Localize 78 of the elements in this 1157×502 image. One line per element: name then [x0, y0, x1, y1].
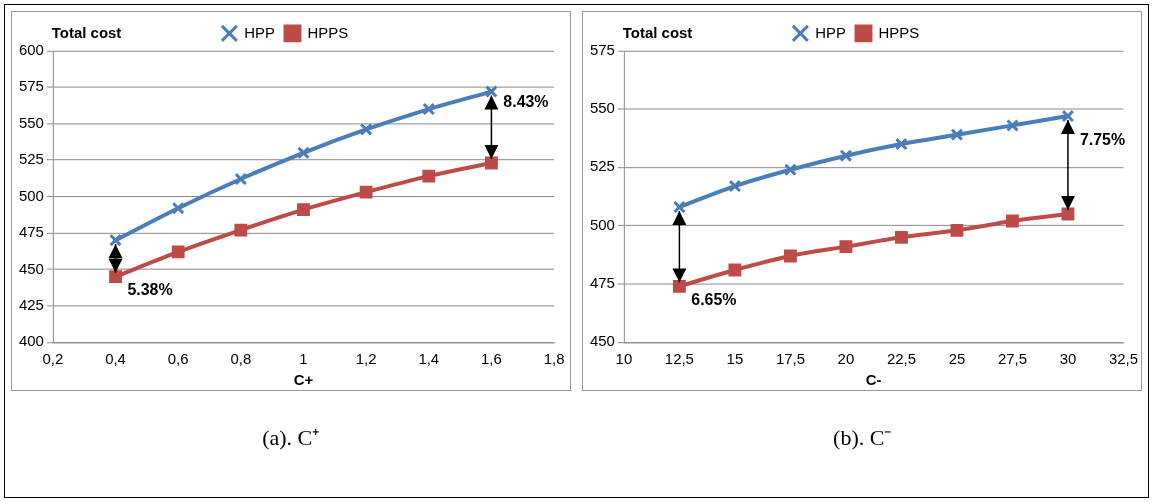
- y-tick-label: 450: [590, 332, 616, 350]
- point: [296, 146, 310, 160]
- x-tick-label: 20: [837, 350, 855, 368]
- y-tick-label: 475: [18, 223, 44, 241]
- y-tick-label: 475: [590, 274, 616, 292]
- x-tick-label: 15: [726, 350, 744, 368]
- y-tick-label: 400: [18, 332, 44, 350]
- point: [1061, 207, 1075, 221]
- legend-label: HPP: [244, 23, 275, 41]
- point: [1061, 109, 1075, 123]
- point: [895, 137, 909, 151]
- y-axis-title: Total cost: [623, 24, 693, 41]
- x-tick-label: 17,5: [776, 350, 806, 368]
- point: [359, 185, 373, 199]
- y-tick-label: 525: [590, 157, 616, 175]
- x-tick-label: 30: [1059, 350, 1077, 368]
- y-tick-label: 550: [18, 113, 44, 131]
- legend-label: HPP: [815, 23, 847, 41]
- point: [895, 230, 909, 244]
- point: [296, 203, 310, 217]
- x-tick-label: 0,6: [167, 350, 189, 368]
- legend-label: HPPS: [307, 23, 348, 41]
- point: [359, 123, 373, 136]
- x-tick-label: 1,2: [355, 350, 377, 368]
- point: [1006, 214, 1020, 228]
- text: (a). C⁺: [262, 424, 320, 451]
- point: [108, 233, 122, 247]
- point: [728, 179, 742, 193]
- x-axis-title: C+: [293, 371, 314, 389]
- y-tick-label: 575: [590, 40, 616, 58]
- point: [784, 249, 798, 263]
- x-tick-label: 22,5: [887, 350, 917, 368]
- y-tick-label: 500: [590, 215, 616, 233]
- x-tick-label: 1,4: [418, 350, 439, 368]
- x-tick-label: 0,4: [104, 350, 126, 368]
- x-tick-label: 1,6: [480, 350, 502, 368]
- legend-label: HPPS: [878, 23, 920, 41]
- annotation: 8.43%: [503, 92, 549, 110]
- point: [728, 263, 742, 277]
- y-tick-label: 525: [18, 150, 44, 168]
- x-tick-label: 12,5: [665, 350, 695, 368]
- y-tick-label: 575: [18, 77, 44, 95]
- x-axis-title: C-: [866, 371, 882, 389]
- point: [950, 223, 964, 237]
- x-tick-label: 27,5: [998, 350, 1028, 368]
- point: [234, 223, 247, 237]
- y-tick-label: 450: [18, 259, 44, 277]
- point: [171, 245, 185, 259]
- x-tick-label: 0,2: [42, 350, 64, 368]
- annotation: 7.75%: [1080, 130, 1126, 148]
- x-tick-label: 10: [615, 350, 633, 368]
- x-tick-label: 0,8: [230, 350, 251, 368]
- y-tick-label: 550: [590, 99, 616, 117]
- point: [422, 102, 435, 116]
- point: [484, 85, 498, 99]
- point: [171, 201, 185, 215]
- x-tick-label: 1,8: [543, 350, 565, 368]
- y-axis-title: Total cost: [51, 24, 122, 41]
- point: [1006, 118, 1020, 132]
- point: [839, 240, 853, 254]
- annotation: 5.38%: [127, 281, 173, 298]
- y-tick-label: 600: [18, 40, 44, 58]
- point: [673, 279, 687, 293]
- x-tick-label: 32,5: [1109, 350, 1139, 368]
- annotation: 6.65%: [691, 290, 737, 308]
- x-tick-label: 1: [299, 350, 308, 368]
- y-tick-label: 500: [18, 186, 44, 204]
- x-tick-label: 25: [948, 350, 966, 368]
- text: (b). C⁻: [833, 424, 892, 451]
- point: [784, 163, 798, 177]
- point: [234, 172, 247, 186]
- point: [839, 149, 853, 163]
- point: [950, 128, 964, 142]
- point: [484, 156, 498, 170]
- point: [673, 200, 687, 214]
- point: [422, 169, 435, 183]
- point: [108, 270, 122, 284]
- y-tick-label: 425: [18, 295, 44, 313]
